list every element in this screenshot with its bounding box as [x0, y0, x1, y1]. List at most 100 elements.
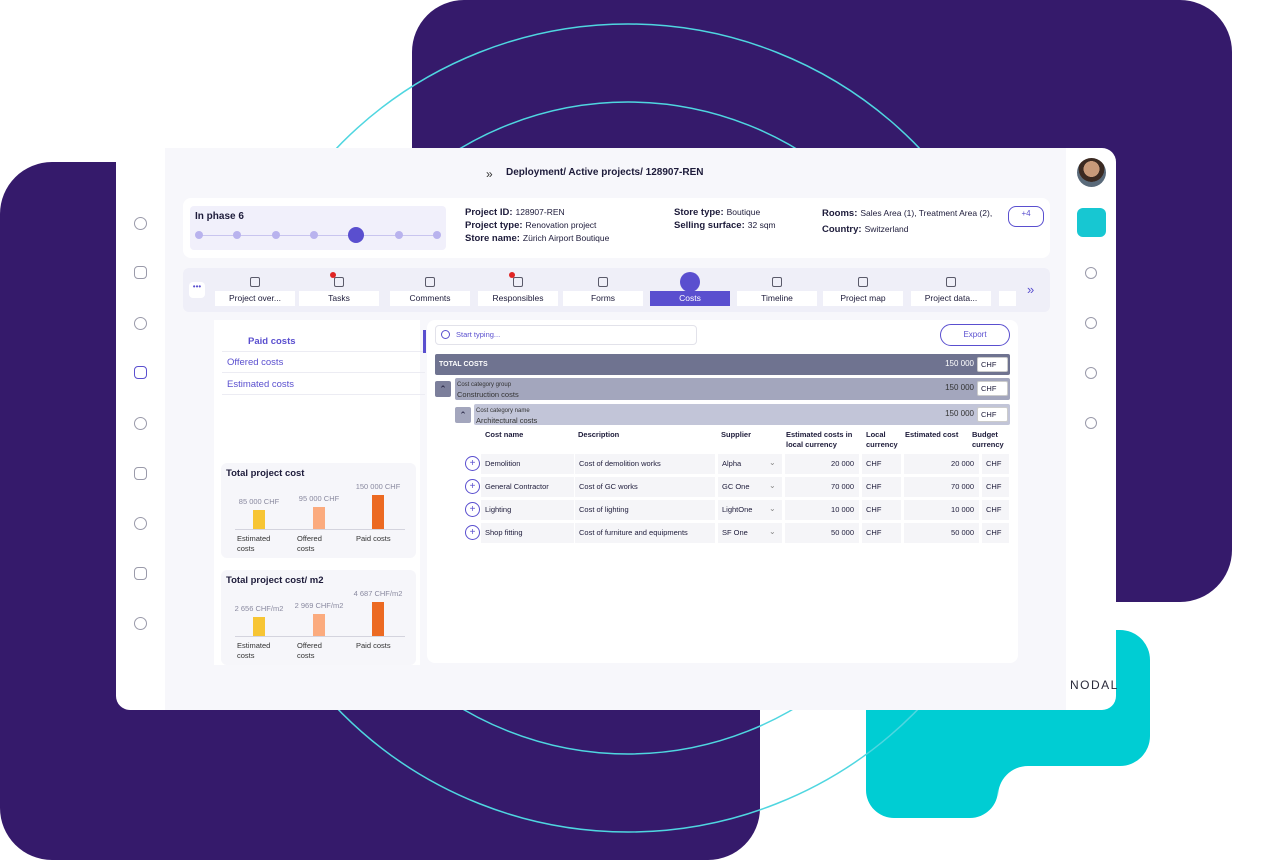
tab-label[interactable]: Project map	[840, 293, 886, 304]
search[interactable]	[435, 325, 697, 345]
menu-item[interactable]	[222, 375, 425, 395]
side-icon[interactable]	[1085, 317, 1097, 329]
nav-icon[interactable]	[134, 317, 147, 330]
tab[interactable]: Tasks	[299, 291, 379, 306]
band	[455, 378, 1010, 400]
cell-text: Shop fitting	[485, 528, 523, 537]
currency-label[interactable]: CHF	[981, 359, 997, 369]
value-label: 4 687 CHF/m2	[353, 589, 403, 598]
tab[interactable]	[999, 291, 1016, 306]
nav-icon[interactable]	[134, 417, 147, 430]
category-label: Offered costs	[297, 641, 322, 660]
band-label: TOTAL COSTS	[439, 361, 488, 368]
cell	[982, 477, 1009, 497]
nav-icon[interactable]	[134, 517, 147, 530]
side-icon[interactable]	[1085, 267, 1097, 279]
tab[interactable]: Project data...	[911, 291, 991, 306]
band-amount: 150 000	[945, 409, 974, 418]
export-label[interactable]: Export	[963, 330, 987, 339]
cell	[575, 523, 715, 543]
dropdown-arrow[interactable]: ⌄	[769, 481, 776, 490]
tab[interactable]: Responsibles	[478, 291, 558, 306]
more-tabs[interactable]: •••	[189, 282, 205, 298]
nav-icon[interactable]	[134, 366, 147, 379]
cell-text: CHF	[866, 505, 882, 514]
tab-label[interactable]: Comments	[409, 293, 451, 304]
bar	[253, 616, 265, 636]
nav-icon[interactable]	[134, 567, 147, 580]
dropdown-arrow[interactable]: ⌄	[769, 458, 776, 467]
tab[interactable]: Comments	[390, 291, 470, 306]
menu-label[interactable]: Paid costs	[248, 336, 296, 347]
side-icon[interactable]	[1085, 417, 1097, 429]
tab-label[interactable]: Costs	[679, 293, 701, 304]
more-rooms[interactable]: +4	[1008, 206, 1044, 227]
tab-icon	[598, 277, 608, 287]
cell-text: Cost of furniture and equipments	[579, 528, 688, 537]
bar	[253, 509, 265, 529]
cell-text: General Contractor	[485, 482, 549, 491]
dropdown-arrow[interactable]: ⌄	[769, 504, 776, 513]
export-button[interactable]: Export	[940, 324, 1010, 346]
tab-label[interactable]: Tasks	[328, 293, 350, 304]
tab[interactable]: Timeline	[737, 291, 817, 306]
tab-label[interactable]: Project data...	[924, 293, 978, 304]
nav-icon[interactable]	[134, 217, 147, 230]
phase-dot	[272, 231, 280, 239]
tab-label[interactable]: Forms	[590, 293, 616, 304]
column-header: Cost name	[485, 430, 524, 439]
tab-icon	[772, 277, 782, 287]
nav-icon[interactable]	[134, 617, 147, 630]
nav-icon[interactable]	[134, 467, 147, 480]
value-label: 85 000 CHF	[238, 496, 280, 506]
phase-line	[199, 234, 437, 236]
app-button[interactable]	[1077, 208, 1106, 237]
cell	[718, 454, 782, 474]
nav-icon[interactable]	[134, 266, 147, 279]
field: Selling surface: 32 sqm	[674, 221, 776, 233]
collapse-button[interactable]: ⌃	[455, 407, 471, 423]
menu-label[interactable]: Estimated costs	[227, 379, 295, 390]
tab[interactable]: Project over...	[215, 291, 295, 306]
field-label: Rooms:	[822, 208, 858, 219]
currency-select[interactable]: CHF	[977, 407, 1008, 422]
phase-dot	[395, 231, 403, 239]
field-label: Selling surface:	[674, 220, 745, 231]
row-add[interactable]: +	[465, 525, 480, 540]
tab[interactable]: Project map	[823, 291, 903, 306]
collapse-button[interactable]: ⌃	[435, 381, 451, 397]
avatar[interactable]	[1077, 158, 1106, 187]
menu-item[interactable]	[222, 353, 425, 373]
cell	[785, 500, 859, 520]
menu-label[interactable]: Offered costs	[227, 357, 284, 368]
value-label: 95 000 CHF	[298, 494, 340, 504]
tab-icon-active	[680, 272, 700, 292]
bar	[372, 602, 384, 636]
dropdown-arrow[interactable]: ⌄	[769, 527, 776, 536]
currency-label[interactable]: CHF	[981, 383, 997, 393]
side-icon[interactable]	[1085, 367, 1097, 379]
tab-label[interactable]: Timeline	[761, 293, 793, 304]
row-add[interactable]: +	[465, 479, 480, 494]
band-caption: Cost category name	[476, 408, 530, 414]
currency-select[interactable]: CHF	[977, 357, 1008, 372]
category-label: Offered costs	[297, 534, 322, 553]
column-header: Budget currency	[972, 430, 1004, 449]
row-add[interactable]: +	[465, 456, 480, 471]
tab-label[interactable]: Project over...	[229, 293, 281, 304]
cell-text: CHF	[986, 482, 1002, 491]
row-add[interactable]: +	[465, 502, 480, 517]
tab[interactable]: Costs	[650, 291, 730, 306]
tabs-next[interactable]: »	[1027, 282, 1035, 297]
tab-label[interactable]: Responsibles	[492, 293, 544, 304]
currency-select[interactable]: CHF	[977, 381, 1008, 396]
cell-text: Cost of lighting	[579, 505, 629, 514]
chart-baseline	[235, 529, 405, 530]
phase-box	[190, 206, 446, 250]
search-placeholder[interactable]: Start typing...	[456, 330, 501, 339]
currency-label[interactable]: CHF	[981, 409, 997, 419]
tab[interactable]: Forms	[563, 291, 643, 306]
band-amount: 150 000	[945, 383, 974, 392]
field-label: Store type:	[674, 207, 724, 218]
menu-item[interactable]	[222, 332, 425, 352]
